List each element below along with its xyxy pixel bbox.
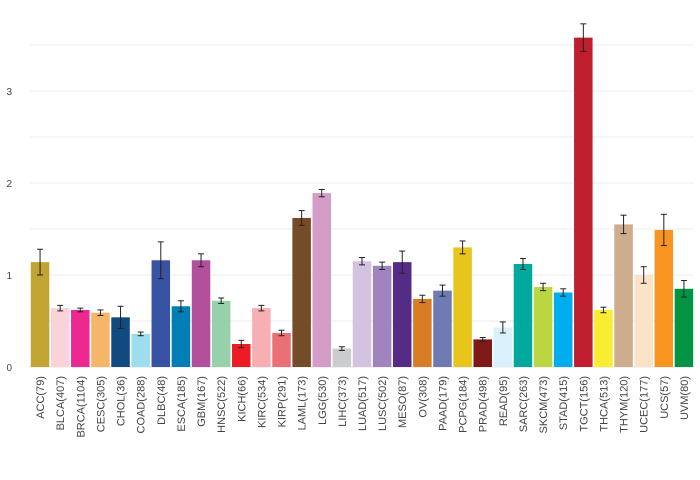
x-tick-label: KICH(66) [236, 376, 248, 422]
x-tick-label: LUAD(517) [357, 376, 369, 431]
bar [372, 265, 392, 367]
bar [614, 224, 633, 367]
x-tick-label: CESC(305) [95, 376, 107, 432]
bar [91, 312, 110, 367]
x-axis: ACC(79) BLCA(407) BRCA(1104) CESC(305) CHOL(… [35, 376, 691, 438]
bar [191, 260, 211, 367]
bar [111, 317, 130, 367]
x-tick-label: KIRP(291) [277, 376, 289, 427]
x-tick-label: STAD(415) [558, 376, 570, 430]
x-tick-label: THCA(513) [598, 376, 610, 432]
y-tick-label: 2 [6, 179, 12, 190]
bar [151, 260, 171, 367]
bar [634, 275, 653, 367]
bars [30, 37, 694, 367]
x-tick-label: GBM(167) [196, 376, 208, 427]
bar [171, 306, 191, 367]
bar [553, 292, 573, 367]
x-tick-label: TGCT(156) [578, 376, 590, 432]
x-tick-label: PCPG(184) [458, 376, 470, 433]
bar [594, 309, 613, 367]
x-tick-label: LGG(530) [317, 376, 329, 425]
bar [453, 247, 472, 367]
x-tick-label: PAAD(179) [437, 376, 449, 431]
bar [232, 344, 251, 367]
bar [533, 286, 553, 367]
x-tick-label: UCEC(177) [639, 376, 651, 433]
x-tick-label: BLCA(407) [55, 376, 67, 430]
x-tick-label: ACC(79) [35, 376, 47, 419]
x-tick-label: UVM(80) [679, 376, 691, 420]
y-tick-label: 1 [6, 271, 12, 282]
x-tick-label: DLBC(48) [156, 376, 168, 425]
x-tick-label: KIRC(534) [256, 376, 268, 428]
x-tick-label: BRCA(1104) [75, 376, 87, 438]
x-tick-label: OV(308) [417, 376, 429, 418]
bar [574, 37, 593, 367]
x-tick-label: UCS(57) [659, 376, 671, 419]
bar [211, 300, 231, 367]
bar [312, 193, 332, 367]
bar [252, 308, 271, 367]
bar [50, 308, 70, 367]
x-tick-label: SARC(263) [518, 376, 530, 432]
bar [473, 339, 492, 367]
x-tick-label: PRAD(498) [478, 376, 490, 432]
bar [131, 333, 150, 367]
y-axis: 0 1 2 3 [6, 87, 12, 374]
bar [292, 217, 311, 367]
bar [433, 290, 452, 367]
bar [513, 263, 533, 367]
x-tick-label: MESO(87) [397, 376, 409, 428]
bar [493, 327, 513, 367]
bar [654, 229, 674, 367]
y-tick-label: 0 [6, 363, 12, 374]
x-tick-label: CHOL(36) [116, 376, 128, 426]
bar [272, 332, 291, 367]
x-tick-label: LUSC(502) [377, 376, 389, 431]
x-tick-label: HNSC(522) [216, 376, 228, 433]
error-bars [37, 23, 687, 351]
bar [352, 261, 372, 367]
y-tick-label: 3 [6, 87, 12, 98]
bar [392, 262, 412, 367]
x-tick-label: LIHC(373) [337, 376, 349, 427]
x-tick-label: READ(95) [498, 376, 510, 426]
bar [332, 348, 352, 367]
x-tick-label: SKCM(473) [538, 376, 550, 433]
x-tick-label: LAML(173) [297, 376, 309, 430]
x-tick-label: COAD(288) [136, 376, 148, 433]
bar [30, 262, 50, 367]
x-tick-label: ESCA(185) [176, 376, 188, 432]
bar [71, 309, 90, 367]
x-tick-label: THYM(120) [619, 376, 631, 433]
bar [413, 298, 432, 367]
bar [674, 288, 694, 367]
